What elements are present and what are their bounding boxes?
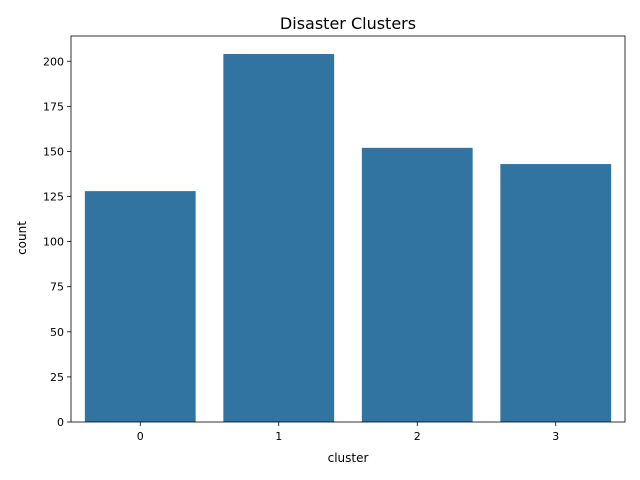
y-axis: 0 25 50 75 100 125 150 175 200 (43, 55, 71, 429)
y-tick-label: 150 (43, 145, 64, 158)
x-tick-label: 3 (552, 430, 559, 443)
x-axis-label: cluster (328, 451, 369, 465)
x-tick-label: 0 (137, 430, 144, 443)
bars-group (84, 54, 612, 422)
x-tick-label: 2 (414, 430, 421, 443)
y-tick-label: 25 (50, 371, 64, 384)
bar-cluster-2 (361, 147, 473, 422)
y-tick-label: 50 (50, 326, 64, 339)
y-tick-label: 200 (43, 55, 64, 68)
y-tick-label: 75 (50, 281, 64, 294)
bar-cluster-1 (223, 54, 335, 422)
x-axis: 0 1 2 3 (137, 422, 559, 443)
y-tick-label: 0 (57, 416, 64, 429)
x-tick-label: 1 (275, 430, 282, 443)
y-tick-label: 125 (43, 191, 64, 204)
y-tick-label: 100 (43, 236, 64, 249)
bar-cluster-3 (500, 164, 612, 422)
y-tick-label: 175 (43, 100, 64, 113)
plot-frame (70, 35, 626, 423)
bar-cluster-0 (84, 191, 196, 422)
y-axis-label: count (15, 221, 29, 255)
chart-title: Disaster Clusters (280, 14, 416, 33)
